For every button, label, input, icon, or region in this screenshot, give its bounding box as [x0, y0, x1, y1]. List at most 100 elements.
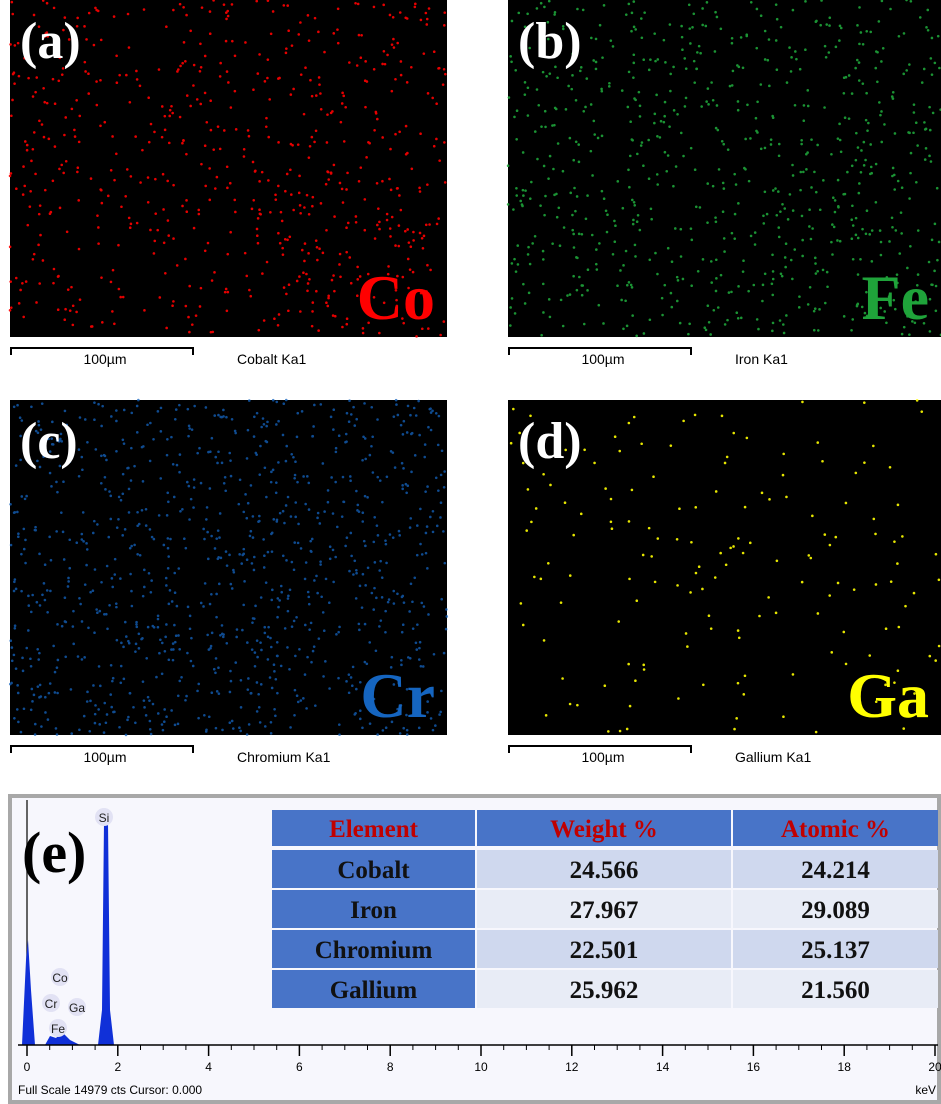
map-dot [639, 115, 642, 118]
map-dot [754, 243, 757, 246]
map-dot [398, 224, 401, 227]
map-dot [370, 406, 373, 409]
map-dot [109, 495, 112, 498]
map-dot [105, 459, 108, 462]
map-dot [147, 696, 150, 699]
map-dot [934, 659, 937, 662]
map-dot [837, 137, 840, 140]
map-dot [305, 561, 308, 564]
map-dot [283, 286, 286, 289]
map-dot [634, 679, 637, 682]
map-dot [55, 530, 58, 533]
map-dot [130, 447, 133, 450]
map-dot [115, 602, 118, 605]
map-dot [530, 181, 533, 184]
map-dot [9, 503, 12, 506]
map-dot [435, 412, 438, 415]
map-dot [238, 726, 241, 729]
map-dot [386, 54, 389, 57]
map-dot [709, 333, 712, 336]
map-dot [149, 728, 152, 731]
map-dot [436, 525, 439, 528]
map-dot [78, 248, 81, 251]
map-dot [435, 138, 438, 141]
map-dot [129, 101, 132, 104]
map-dot [723, 237, 726, 240]
map-dot [823, 106, 826, 109]
map-dot [432, 531, 435, 534]
map-dot [47, 718, 50, 721]
map-dot [781, 275, 784, 278]
map-dot [889, 466, 892, 469]
map-dot [337, 42, 340, 45]
map-dot [109, 693, 112, 696]
map-dot [625, 250, 628, 253]
map-dot [425, 532, 428, 535]
map-dot [318, 637, 321, 640]
map-dot [422, 247, 425, 250]
map-dot [197, 209, 200, 212]
map-dot [855, 234, 858, 237]
map-dot [62, 172, 65, 175]
map-dot [32, 148, 35, 151]
map-dot [330, 476, 333, 479]
map-dot [236, 628, 239, 631]
map-dot [872, 445, 875, 448]
map-dot [143, 706, 146, 709]
map-dot [364, 495, 367, 498]
map-dot [204, 92, 207, 95]
map-dot [386, 475, 389, 478]
map-dot [101, 405, 104, 408]
map-dot [831, 253, 834, 256]
map-dot [18, 75, 21, 78]
map-dot [44, 563, 47, 566]
map-dot [423, 605, 426, 608]
map-dot [632, 219, 635, 222]
map-dot [694, 506, 697, 509]
map-dot [217, 125, 220, 128]
map-dot [609, 39, 612, 42]
map-dot [319, 563, 322, 566]
map-dot [542, 258, 545, 261]
map-dot [228, 721, 231, 724]
map-dot [893, 188, 896, 191]
map-dot [856, 305, 859, 308]
map-dot [892, 91, 895, 94]
map-dot [346, 536, 349, 539]
map-dot [560, 601, 563, 604]
map-dot [345, 433, 348, 436]
map-dot [203, 538, 206, 541]
map-dot [889, 8, 892, 11]
map-dot [64, 308, 67, 311]
map-dot [10, 544, 13, 547]
map-dot [23, 185, 26, 188]
map-dot [715, 258, 718, 261]
map-dot [573, 246, 576, 249]
map-dot [55, 481, 58, 484]
map-dot [642, 58, 645, 61]
map-dot [251, 208, 254, 211]
map-dot [764, 30, 767, 33]
map-dot [198, 213, 201, 216]
map-dot [233, 199, 236, 202]
map-dot [278, 599, 281, 602]
map-dot [738, 66, 741, 69]
map-dot [654, 113, 657, 116]
map-dot [165, 584, 168, 587]
map-dot [540, 334, 543, 337]
map-dot [37, 658, 40, 661]
table-header-text: Weight % [550, 816, 658, 843]
map-dot [304, 503, 307, 506]
map-dot [875, 201, 878, 204]
map-dot [196, 98, 199, 101]
map-dot [813, 171, 816, 174]
map-dot [695, 572, 698, 575]
map-dot [214, 547, 217, 550]
map-dot [256, 412, 259, 415]
map-dot [68, 538, 71, 541]
map-dot [10, 306, 13, 309]
map-dot [157, 615, 160, 618]
map-dot [549, 316, 552, 319]
map-dot [287, 610, 290, 613]
map-dot [157, 618, 160, 621]
